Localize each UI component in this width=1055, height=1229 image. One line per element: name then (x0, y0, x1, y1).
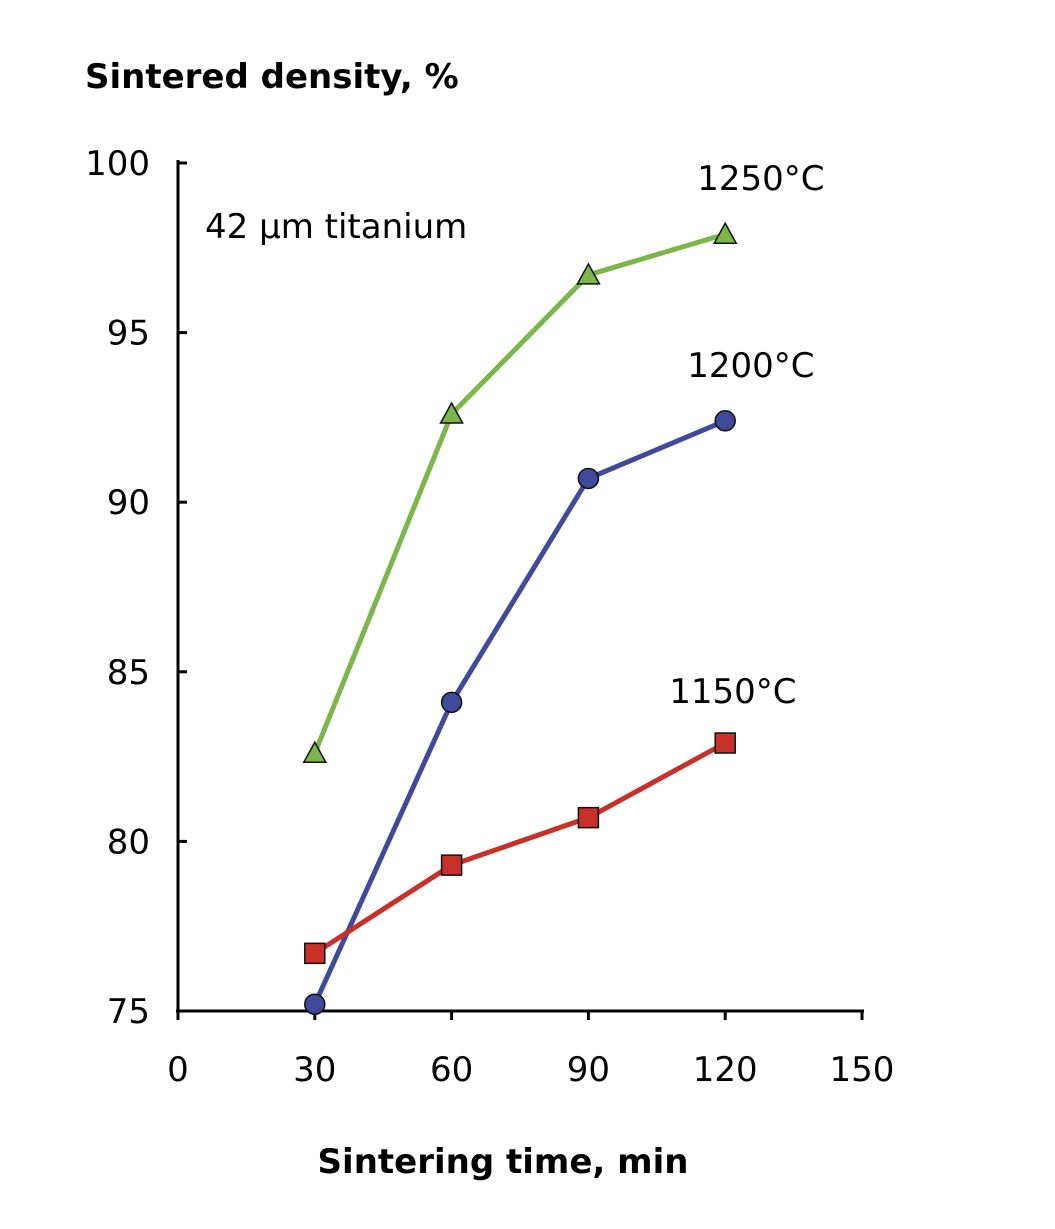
y-tick-label: 90 (107, 483, 150, 523)
x-tick-label: 150 (830, 1050, 895, 1090)
y-ticks: 75 80 85 90 95 100 (85, 144, 187, 1032)
y-tick-label: 75 (107, 992, 150, 1032)
x-tick-label: 90 (567, 1050, 610, 1090)
triangle-marker (712, 221, 738, 244)
series-line (312, 231, 726, 755)
x-tick-label: 120 (693, 1050, 758, 1090)
y-axis-label: Sintered density, % (85, 57, 459, 97)
series-labels: 1250°C 1200°C 1150°C (669, 159, 824, 712)
triangle-marker (302, 740, 328, 763)
triangle-marker (576, 262, 601, 285)
y-tick-label: 85 (107, 653, 150, 693)
series-label: 1250°C (697, 159, 824, 199)
series-label: 1150°C (669, 672, 796, 712)
series-line (312, 418, 727, 1006)
x-axis-label: Sintering time, min (318, 1142, 689, 1182)
square-marker (304, 942, 326, 965)
square-marker (577, 806, 600, 829)
square-marker (440, 854, 463, 876)
series-lines (312, 231, 727, 1006)
y-tick-label: 100 (85, 144, 150, 184)
x-tick-label: 0 (167, 1050, 189, 1090)
circle-marker (714, 410, 736, 432)
chart-annotation: 42 µm titanium (205, 207, 467, 247)
circle-marker (577, 467, 600, 490)
y-tick-label: 95 (107, 314, 150, 354)
triangle-marker (439, 401, 464, 424)
x-tick-label: 30 (293, 1050, 336, 1090)
circle-marker (304, 993, 326, 1015)
circle-marker (440, 691, 463, 714)
series-markers (302, 221, 738, 1015)
square-marker (714, 732, 736, 754)
x-tick-label: 60 (430, 1050, 473, 1090)
series-line (313, 740, 727, 956)
x-ticks: 0 30 60 90 120 150 (167, 1011, 894, 1090)
series-label: 1200°C (687, 346, 814, 386)
y-tick-label: 80 (107, 822, 150, 862)
